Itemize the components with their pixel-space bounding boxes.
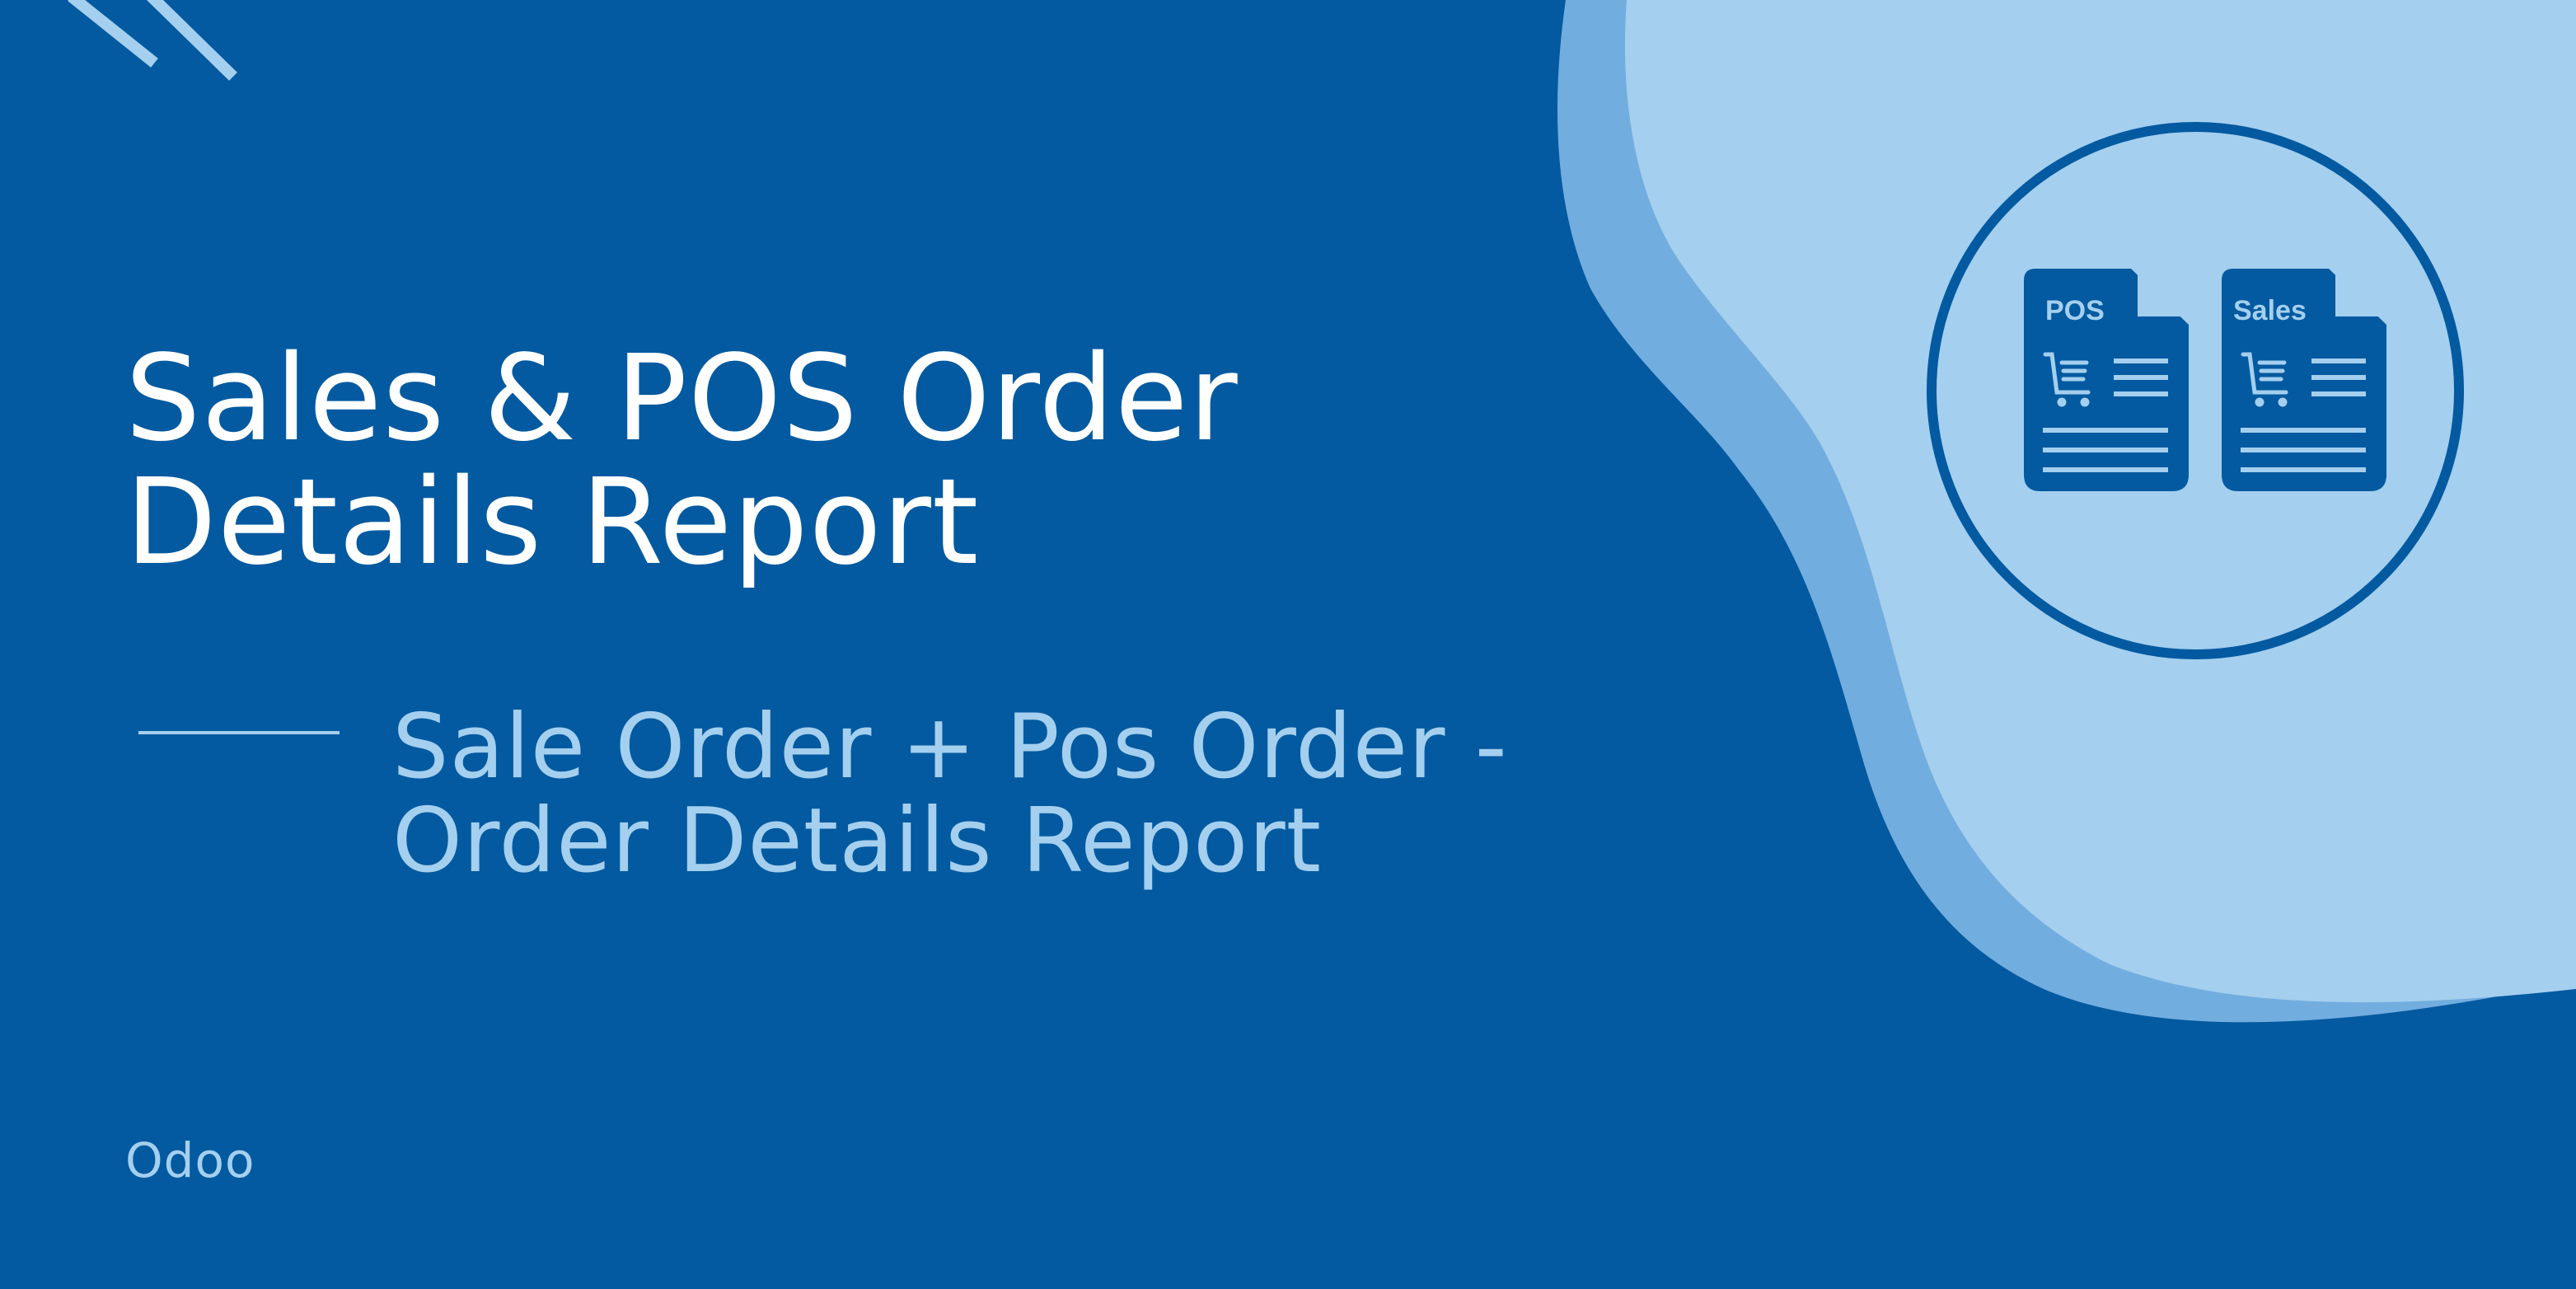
subtitle-line-2: Order Details Report bbox=[392, 790, 1323, 893]
shopping-cart-icon bbox=[2241, 352, 2288, 407]
decorative-stripes bbox=[68, 0, 237, 81]
wave-inner-shape bbox=[1624, 0, 2576, 1003]
brand-label: Odoo bbox=[125, 1132, 255, 1188]
document-lines bbox=[2043, 359, 2168, 472]
badge-ring bbox=[1927, 122, 2464, 659]
report-documents-badge: POS Sales bbox=[1927, 122, 2464, 659]
shopping-cart-icon bbox=[2043, 352, 2091, 407]
subtitle: Sale Order + Pos Order - Order Details R… bbox=[392, 701, 1508, 888]
subtitle-line-1: Sale Order + Pos Order - bbox=[392, 696, 1508, 799]
subtitle-divider bbox=[138, 731, 340, 734]
title-line-2: Details Report bbox=[125, 452, 980, 591]
document-lines bbox=[2241, 359, 2366, 472]
title-line-1: Sales & POS Order bbox=[125, 329, 1239, 467]
page-title: Sales & POS Order Details Report bbox=[125, 336, 1239, 584]
pos-document-icon: POS bbox=[2024, 269, 2189, 491]
pos-document-label: POS bbox=[2045, 295, 2105, 326]
sales-document-icon: Sales bbox=[2222, 269, 2386, 491]
sales-document-label: Sales bbox=[2233, 295, 2307, 326]
